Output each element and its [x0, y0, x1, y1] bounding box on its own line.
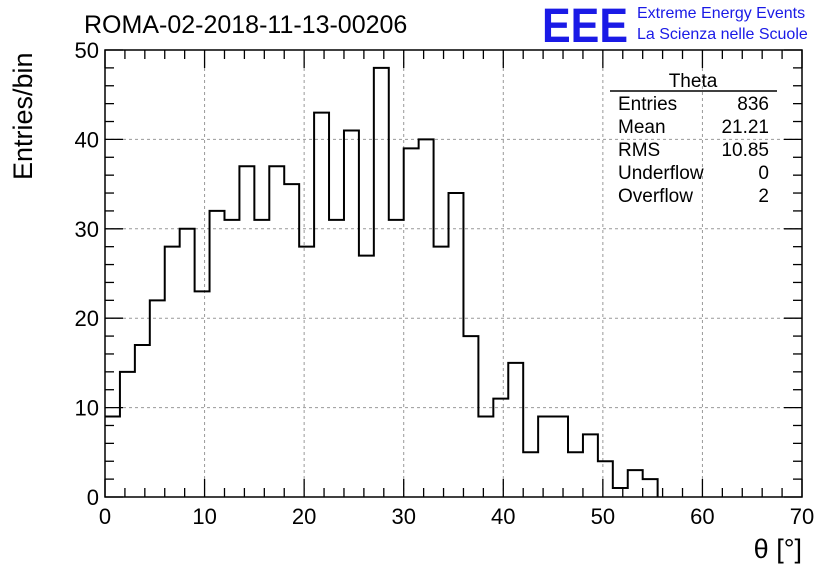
x-tick-label: 50: [591, 504, 615, 529]
stats-value: 2: [758, 186, 769, 207]
x-tick-label: 0: [99, 504, 111, 529]
x-tick-label: 30: [391, 504, 415, 529]
y-tick-label: 0: [87, 485, 99, 510]
stats-label: Overflow: [618, 186, 693, 207]
brand-line-2: La Scienza nelle Scuole: [637, 26, 808, 43]
stats-label: RMS: [618, 140, 660, 161]
x-tick-label: 40: [491, 504, 515, 529]
stats-label: Underflow: [618, 163, 704, 184]
x-axis-label: θ [°]: [754, 534, 802, 564]
y-axis-label: Entries/bin: [8, 52, 38, 180]
y-tick-label: 50: [75, 38, 99, 63]
eee-logo: EEE: [542, 0, 628, 53]
stats-value: 21.21: [721, 117, 769, 138]
x-tick-label: 20: [292, 504, 316, 529]
x-tick-label: 70: [790, 504, 814, 529]
brand-line-1: Extreme Energy Events: [637, 5, 805, 22]
stats-label: Entries: [618, 94, 677, 115]
x-tick-label: 10: [192, 504, 216, 529]
stats-value: 0: [758, 163, 769, 184]
grid-lines: [105, 50, 802, 497]
chart-title: ROMA-02-2018-11-13-00206: [84, 11, 407, 39]
y-tick-label: 20: [75, 306, 99, 331]
histogram-line: [105, 66, 659, 497]
axis-ticks: [104, 49, 803, 498]
stats-value: 10.85: [721, 140, 769, 161]
stats-box: Theta Entries 836 Mean 21.21 RMS 10.85 Underfl…: [610, 71, 777, 207]
plot-frame: [104, 49, 803, 498]
y-tick-label: 10: [75, 396, 99, 421]
stats-value: 836: [737, 94, 769, 115]
stats-label: Mean: [618, 117, 666, 138]
x-tick-label: 60: [690, 504, 714, 529]
y-tick-label: 40: [75, 127, 99, 152]
y-tick-label: 30: [75, 217, 99, 242]
stats-title: Theta: [669, 71, 718, 92]
